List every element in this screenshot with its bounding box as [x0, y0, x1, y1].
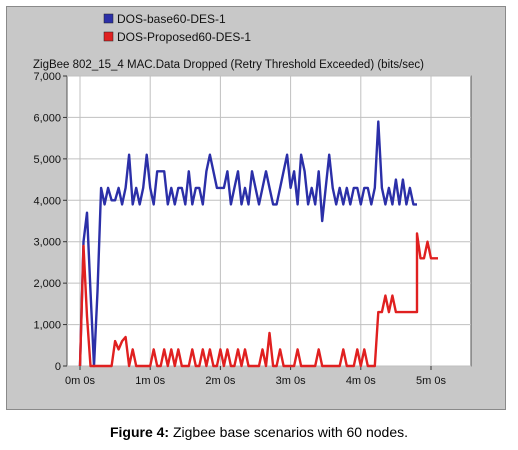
y-axis-ticks: 0 1,000 2,000 3,000 4,000 5,000 6,000 7,000: [33, 71, 67, 373]
y-tick-label: 3,000: [33, 237, 61, 249]
plot-area: [66, 75, 472, 367]
x-tick-label: 0m 0s: [65, 375, 95, 387]
x-tick-label: 4m 0s: [346, 375, 376, 387]
series-line-proposed: [78, 232, 438, 368]
grid: [67, 75, 471, 367]
legend-swatch-base: [103, 13, 114, 24]
figure-caption: Figure 4: Zigbee base scenarios with 60 …: [0, 424, 518, 440]
legend-label-base: DOS-base60-DES-1: [117, 12, 226, 26]
legend-swatch-proposed: [103, 31, 114, 42]
x-axis-ticks: 0m 0s 1m 0s 2m 0s 3m 0s 4m 0s 5m 0s: [65, 366, 446, 387]
chart-title: ZigBee 802_15_4 MAC.Data Dropped (Retry …: [33, 59, 424, 71]
y-tick-label: 2,000: [33, 278, 61, 290]
chart: DOS-base60-DES-1 DOS-Proposed60-DES-1 Zi…: [33, 12, 472, 387]
x-tick-label: 1m 0s: [135, 375, 165, 387]
y-tick-label: 1,000: [33, 320, 61, 332]
y-tick-label: 5,000: [33, 154, 61, 166]
legend-label-proposed: DOS-Proposed60-DES-1: [117, 30, 251, 44]
series: [78, 120, 438, 368]
caption-text: Zigbee base scenarios with 60 nodes.: [169, 424, 409, 440]
x-tick-label: 3m 0s: [276, 375, 306, 387]
y-tick-label: 0: [55, 361, 61, 373]
x-tick-label: 2m 0s: [205, 375, 235, 387]
legend: DOS-base60-DES-1 DOS-Proposed60-DES-1: [103, 12, 251, 44]
x-tick-label: 5m 0s: [416, 375, 446, 387]
caption-label: Figure 4:: [109, 424, 170, 440]
y-tick-label: 7,000: [33, 71, 61, 83]
y-tick-label: 4,000: [33, 195, 61, 207]
series-line-base: [78, 120, 417, 368]
y-tick-label: 6,000: [33, 112, 61, 124]
